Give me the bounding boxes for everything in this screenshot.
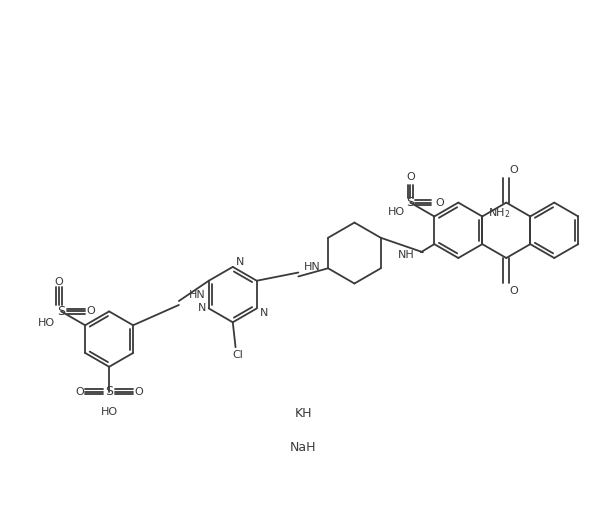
Text: S: S [406,196,415,209]
Text: O: O [135,387,143,397]
Text: KH: KH [294,407,312,420]
Text: NaH: NaH [290,441,316,455]
Text: HN: HN [189,290,206,300]
Text: S: S [105,385,113,398]
Text: O: O [87,306,95,317]
Text: NH: NH [398,250,415,260]
Text: Cl: Cl [232,350,243,360]
Text: HO: HO [388,207,405,218]
Text: HO: HO [101,407,118,418]
Text: S: S [57,305,65,318]
Text: O: O [435,198,444,208]
Text: NH$_2$: NH$_2$ [488,207,510,221]
Text: N: N [236,257,244,267]
Text: HO: HO [38,318,55,328]
Text: O: O [510,165,518,175]
Text: HN: HN [304,262,321,271]
Text: O: O [510,286,518,296]
Text: O: O [406,172,415,182]
Text: O: O [55,277,64,287]
Text: N: N [260,308,268,319]
Text: N: N [197,303,206,313]
Text: O: O [75,387,84,397]
